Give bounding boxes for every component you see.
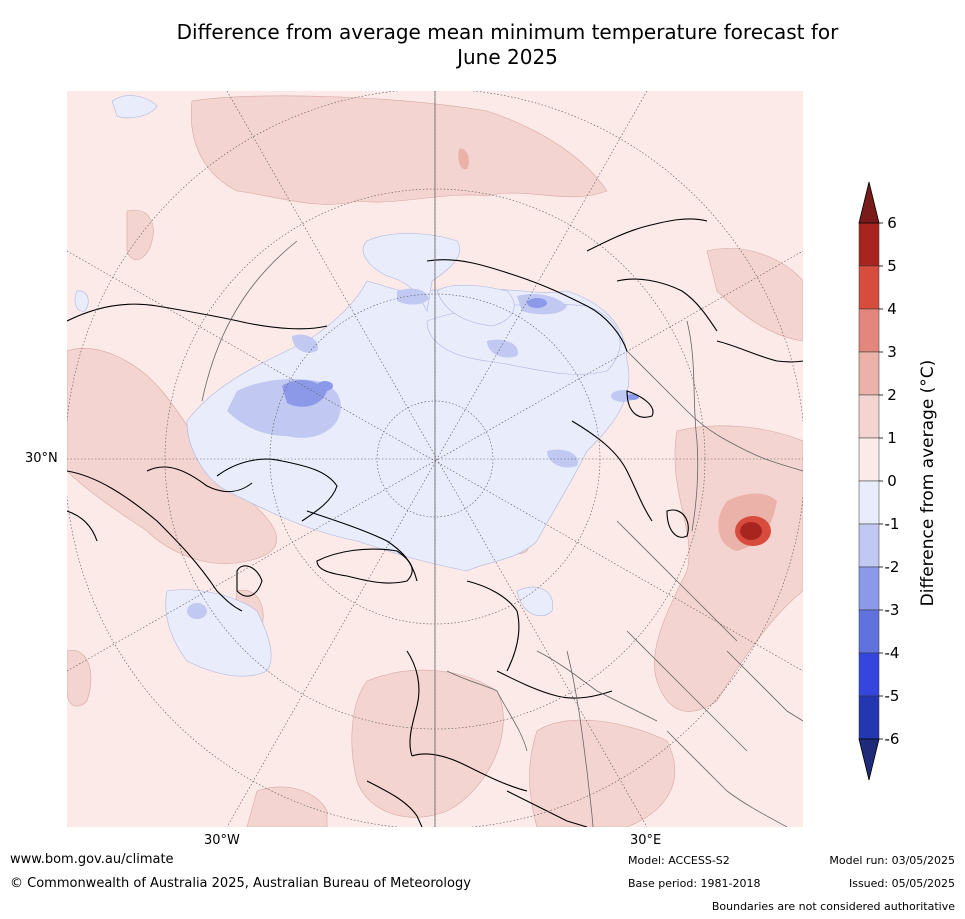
strong-warm-anomaly [735,516,771,546]
colorbar-bin [858,609,880,654]
meridian-lines-solid [201,91,436,827]
colorbar-bin [858,265,880,310]
colorbar-tick-label: -3 [885,601,900,619]
colorbar-tick-label: 3 [887,343,897,361]
colorbar-tick-label: 5 [887,257,897,275]
colorbar-tick-label: 0 [887,472,897,490]
colorbar-bin [858,437,880,482]
colorbar: 6 5 4 3 2 1 0 -1 -2 -3 -4 -5 -6 [858,181,899,781]
colorbar-bin [858,308,880,353]
colorbar-bin [858,566,880,611]
colorbar-tick-label: -1 [885,515,900,533]
colorbar-label: Difference from average (°C) [918,359,938,607]
warm-anomaly-regions [67,95,803,827]
lon-label-30e: 30°E [630,833,662,848]
colorbar-tick-label: -5 [885,687,900,705]
model-name: Model: ACCESS-S2 [628,854,730,867]
copyright-text: © Commonwealth of Australia 2025, Austra… [10,876,471,891]
country-boundaries [446,320,803,827]
colorbar-tick-label: -4 [885,644,900,662]
base-period: Base period: 1981-2018 [628,877,761,890]
colorbar-bins [858,222,880,740]
colorbar-bin [858,480,880,525]
issued-date: Issued: 05/05/2025 [848,877,955,890]
lon-label-30w: 30°W [204,833,240,848]
cool-anomaly-strong [282,298,639,407]
colorbar-bin [858,394,880,439]
website-link[interactable]: www.bom.gov.au/climate [10,852,174,867]
colorbar-tick-label: -2 [885,558,900,576]
colorbar-bin [858,652,880,697]
colorbar-tick-label: 2 [887,386,897,404]
colorbar-tick-label: 6 [887,214,897,232]
colorbar-tick-label: 4 [887,300,897,318]
colorbar-ticks: 6 5 4 3 2 1 0 -1 -2 -3 -4 -5 -6 [879,214,899,748]
colorbar-bin [858,695,880,740]
colorbar-bin [858,523,880,568]
colorbar-bin [858,222,880,267]
title-line-2: June 2025 [457,45,558,69]
colorbar-tick-label: -6 [885,730,900,748]
colorbar-tick-label: 1 [887,429,897,447]
colorbar-bin [858,351,880,396]
lat-label-30n: 30°N [25,451,58,466]
colorbar-top-arrow [858,181,880,224]
map-title: Difference from average mean minimum tem… [0,20,965,70]
model-run-date: Model run: 03/05/2025 [829,854,955,867]
forecast-map [67,91,803,827]
boundaries-disclaimer: Boundaries are not considered authoritat… [711,900,955,913]
colorbar-bottom-arrow [858,738,880,781]
title-line-1: Difference from average mean minimum tem… [176,20,839,44]
